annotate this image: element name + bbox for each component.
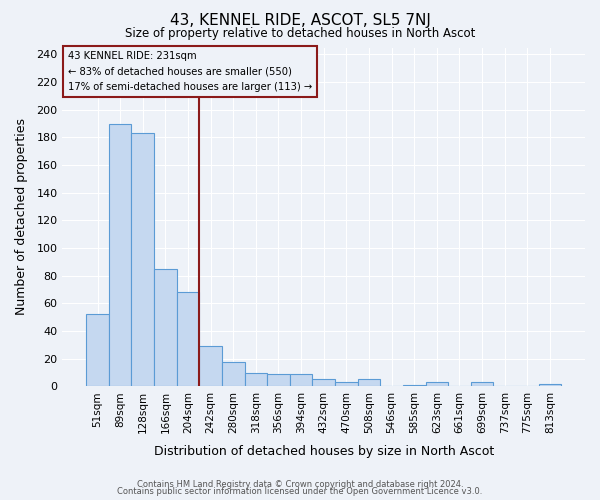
Text: Contains public sector information licensed under the Open Government Licence v3: Contains public sector information licen… bbox=[118, 488, 482, 496]
Bar bbox=[176, 292, 199, 386]
Text: 43, KENNEL RIDE, ASCOT, SL5 7NJ: 43, KENNEL RIDE, ASCOT, SL5 7NJ bbox=[170, 12, 430, 28]
Bar bbox=[222, 362, 245, 386]
Bar bbox=[335, 382, 358, 386]
Bar bbox=[154, 269, 176, 386]
Bar bbox=[425, 382, 448, 386]
Bar bbox=[267, 374, 290, 386]
Bar bbox=[131, 134, 154, 386]
Bar bbox=[313, 380, 335, 386]
Bar bbox=[245, 372, 267, 386]
Text: Size of property relative to detached houses in North Ascot: Size of property relative to detached ho… bbox=[125, 28, 475, 40]
Y-axis label: Number of detached properties: Number of detached properties bbox=[15, 118, 28, 316]
Bar bbox=[403, 385, 425, 386]
Text: Contains HM Land Registry data © Crown copyright and database right 2024.: Contains HM Land Registry data © Crown c… bbox=[137, 480, 463, 489]
X-axis label: Distribution of detached houses by size in North Ascot: Distribution of detached houses by size … bbox=[154, 444, 494, 458]
Bar bbox=[86, 314, 109, 386]
Text: 43 KENNEL RIDE: 231sqm
← 83% of detached houses are smaller (550)
17% of semi-de: 43 KENNEL RIDE: 231sqm ← 83% of detached… bbox=[68, 51, 312, 92]
Bar bbox=[358, 380, 380, 386]
Bar bbox=[539, 384, 561, 386]
Bar bbox=[471, 382, 493, 386]
Bar bbox=[290, 374, 313, 386]
Bar bbox=[109, 124, 131, 386]
Bar bbox=[199, 346, 222, 387]
